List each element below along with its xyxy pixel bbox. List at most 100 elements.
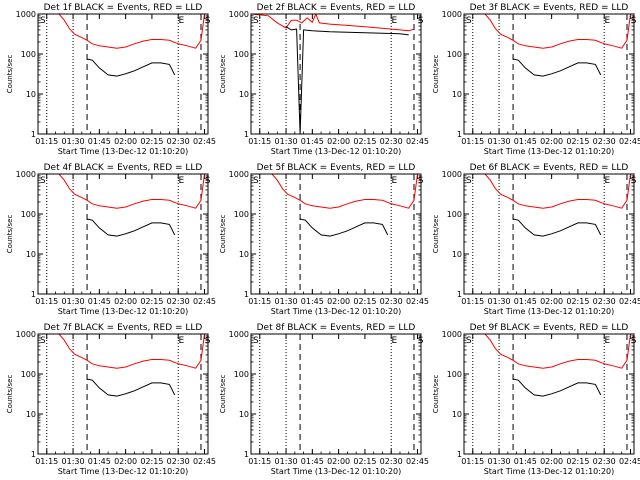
y-tick-label: 100 <box>21 50 36 59</box>
x-tick-label: 01:15 <box>248 137 271 146</box>
x-tick-label: 01:15 <box>461 457 484 466</box>
y-axis-label: Counts/sec <box>219 215 227 254</box>
x-axis-label: Start Time (13-Dec-12 01:10:20) <box>271 147 402 156</box>
x-axis-label: Start Time (13-Dec-12 01:10:20) <box>484 307 615 316</box>
x-tick-label: 02:45 <box>619 137 640 146</box>
y-tick-label: 100 <box>447 210 462 219</box>
chart-panel-4: Det 4f BLACK = Events, RED = LLD10001001… <box>6 163 216 316</box>
x-tick-label: 02:15 <box>566 457 589 466</box>
lld-series-line <box>484 14 631 49</box>
y-tick-label: 10 <box>239 90 249 99</box>
lld-series-line <box>58 334 205 369</box>
x-tick-label: 02:30 <box>380 457 403 466</box>
y-tick-label: 10 <box>452 250 462 259</box>
y-tick-label: 1000 <box>16 330 36 339</box>
x-tick-label: 01:30 <box>488 137 511 146</box>
y-tick-label: 100 <box>234 370 249 379</box>
plot-frame <box>463 173 635 295</box>
y-axis-label: Counts/sec <box>432 215 440 254</box>
x-tick-label: 02:30 <box>593 297 616 306</box>
x-tick-label: 01:45 <box>301 297 324 306</box>
y-tick-label: 1 <box>244 130 249 139</box>
chart-title: Det 7f BLACK = Events, RED = LLD <box>44 323 203 333</box>
lld-series-line <box>58 174 205 209</box>
x-tick-label: 01:30 <box>62 137 85 146</box>
x-tick-label: 01:45 <box>88 457 111 466</box>
y-axis-label: Counts/sec <box>432 55 440 94</box>
region-label: S <box>253 16 259 26</box>
x-tick-label: 02:00 <box>114 137 137 146</box>
x-tick-label: 02:30 <box>593 457 616 466</box>
x-tick-label: 02:15 <box>353 297 376 306</box>
y-axis-label: Counts/sec <box>432 375 440 414</box>
x-tick-label: 02:00 <box>114 457 137 466</box>
y-axis-label: Counts/sec <box>6 55 14 94</box>
plot-frame <box>250 333 422 455</box>
x-axis-label: Start Time (13-Dec-12 01:10:20) <box>58 307 189 316</box>
y-tick-label: 100 <box>447 370 462 379</box>
x-axis-label: Start Time (13-Dec-12 01:10:20) <box>58 147 189 156</box>
y-axis-label: Counts/sec <box>6 215 14 254</box>
y-tick-label: 1000 <box>442 170 462 179</box>
y-tick-label: 1000 <box>16 170 36 179</box>
chart-panel-3: Det 3f BLACK = Events, RED = LLD10001001… <box>432 3 640 156</box>
chart-title: Det 2f BLACK = Events, RED = LLD <box>257 3 416 13</box>
plot-frame <box>463 13 635 135</box>
y-axis-label: Counts/sec <box>6 375 14 414</box>
x-tick-label: 02:00 <box>540 297 563 306</box>
y-tick-label: 1000 <box>229 10 249 19</box>
chart-panel-2: Det 2f BLACK = Events, RED = LLD 1000 10 01… <box>219 3 429 156</box>
x-tick-label: 02:45 <box>193 297 216 306</box>
x-tick-label: 02:15 <box>353 457 376 466</box>
y-tick-label: 10 <box>239 410 249 419</box>
x-tick-label: 01:15 <box>248 297 271 306</box>
region-label: S <box>466 336 472 346</box>
x-tick-label: 01:30 <box>488 457 511 466</box>
y-tick-label: 1000 <box>442 10 462 19</box>
x-tick-label: 02:00 <box>327 137 350 146</box>
x-tick-label: 01:30 <box>275 137 298 146</box>
events-series-line <box>285 26 409 134</box>
x-tick-label: 02:45 <box>619 297 640 306</box>
x-tick-label: 01:15 <box>461 297 484 306</box>
plot-frame <box>37 173 209 295</box>
x-tick-label: 02:15 <box>140 137 163 146</box>
y-tick-label: 1 <box>457 130 462 139</box>
x-tick-label: 02:45 <box>406 457 429 466</box>
events-series-line <box>512 58 602 77</box>
x-tick-label: 01:15 <box>35 297 58 306</box>
x-tick-label: 01:30 <box>488 297 511 306</box>
events-series-line <box>86 218 176 237</box>
lld-series-line <box>271 174 418 209</box>
lld-series-line <box>58 14 205 49</box>
y-tick-label: 1 <box>31 290 36 299</box>
region-label: E <box>178 176 184 186</box>
x-tick-label: 01:45 <box>88 137 111 146</box>
y-tick-label: 100 <box>21 210 36 219</box>
x-tick-label: 02:00 <box>327 297 350 306</box>
x-tick-label: 01:45 <box>514 297 537 306</box>
x-tick-label: 02:00 <box>540 457 563 466</box>
x-tick-label: 01:30 <box>62 457 85 466</box>
chart-panel-7: Det 7f BLACK = Events, RED = LLD10001001… <box>6 323 216 476</box>
y-tick-label: 1000 <box>16 10 36 19</box>
y-tick-label: 1 <box>31 130 36 139</box>
x-tick-label: 01:15 <box>35 457 58 466</box>
plot-frame <box>37 333 209 455</box>
y-tick-label: 10 <box>452 90 462 99</box>
x-axis-label: Start Time (13-Dec-12 01:10:20) <box>58 467 189 476</box>
chart-title: Det 8f BLACK = Events, RED = LLD <box>257 323 416 333</box>
y-axis-label: Counts/sec <box>219 375 227 414</box>
region-label: E <box>391 336 397 346</box>
x-tick-label: 01:30 <box>62 297 85 306</box>
chart-panel-1: Det 1f BLACK = Events, RED = LLD10001001… <box>6 3 216 156</box>
y-tick-label: 10 <box>239 250 249 259</box>
events-series-line <box>299 218 389 237</box>
x-tick-label: 01:45 <box>301 137 324 146</box>
x-tick-label: 02:15 <box>566 297 589 306</box>
plot-frame <box>250 173 422 295</box>
lld-series-line <box>484 174 631 209</box>
y-tick-label: 100 <box>21 370 36 379</box>
y-tick-label: 10 <box>26 250 36 259</box>
chart-title: Det 6f BLACK = Events, RED = LLD <box>470 163 629 173</box>
